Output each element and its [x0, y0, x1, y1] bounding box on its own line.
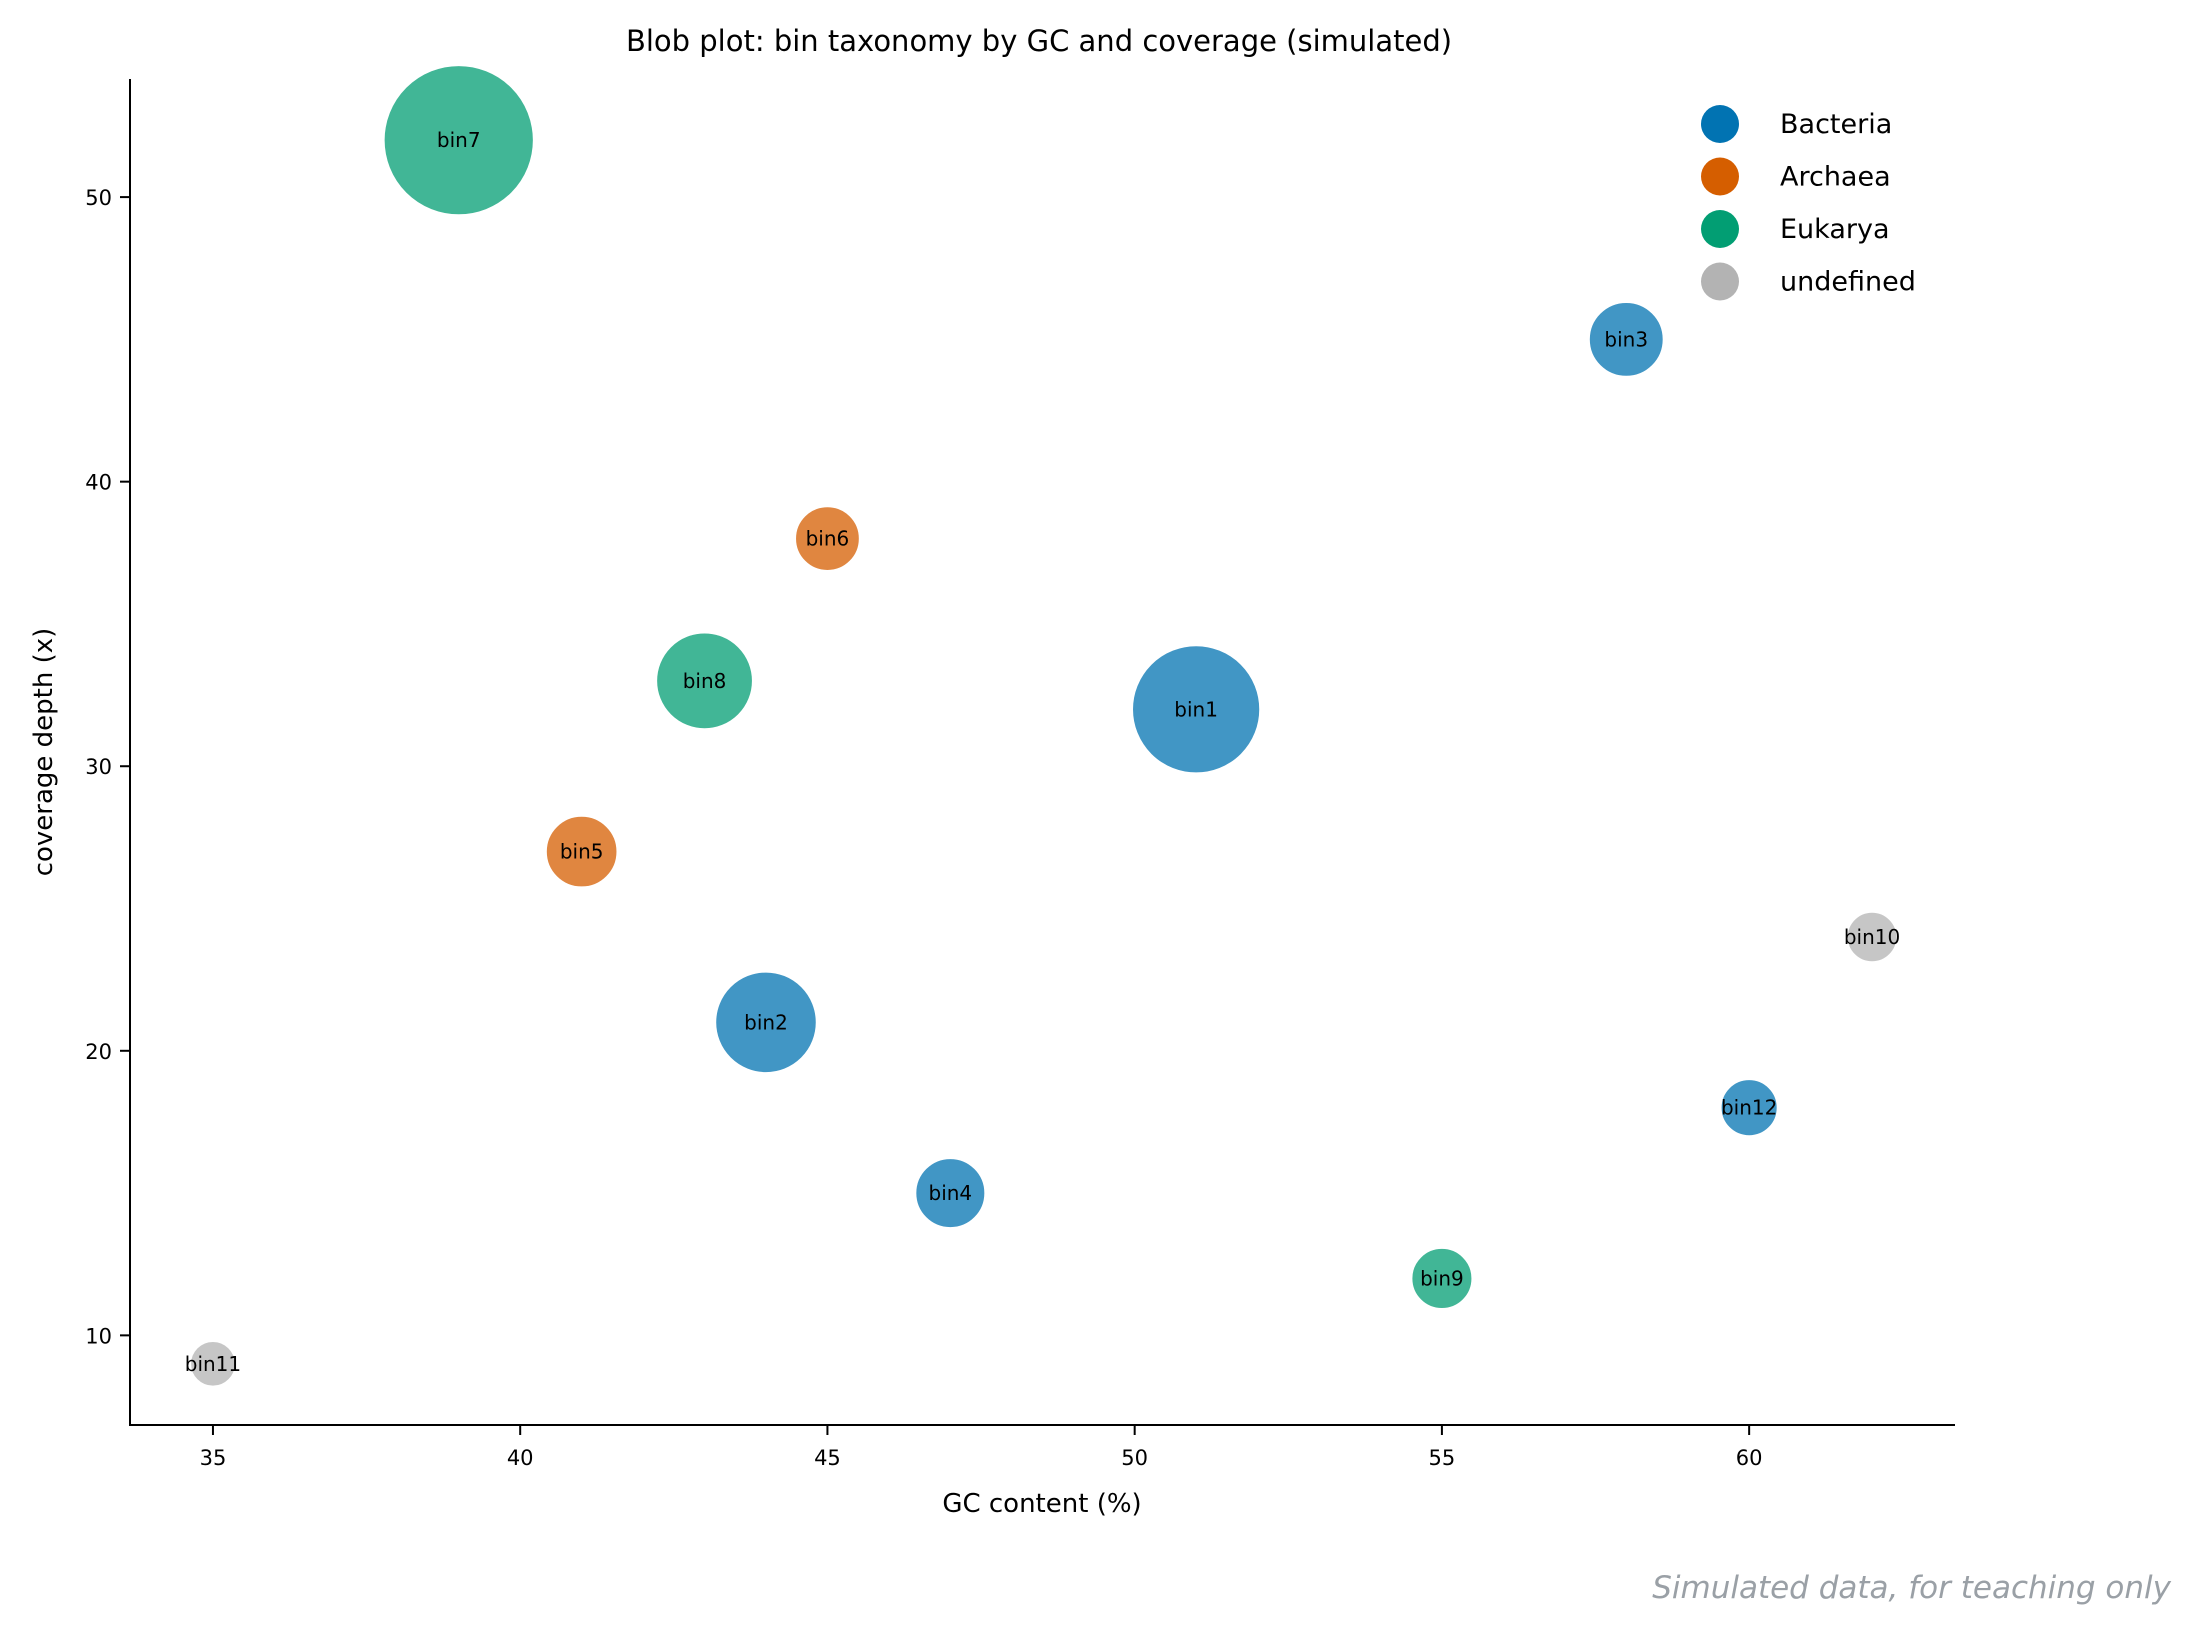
x-tick-label: 40	[507, 1446, 534, 1470]
legend-label-undefined: undefined	[1780, 267, 1916, 298]
bubble-label-bin12: bin12	[1721, 1096, 1777, 1120]
bubble-label-bin1: bin1	[1174, 697, 1218, 721]
y-axis-ticks: 10 20 30 40 50	[85, 186, 130, 1348]
bubble-bin8	[654, 630, 755, 731]
bubble-label-bin6: bin6	[806, 527, 850, 551]
y-tick-label: 50	[85, 186, 112, 210]
y-tick-label: 20	[85, 1040, 112, 1064]
bubble-label-bin3: bin3	[1604, 327, 1648, 351]
x-tick-label: 35	[200, 1446, 227, 1470]
axes	[129, 79, 1955, 1426]
x-tick-label: 60	[1736, 1446, 1763, 1470]
chart-title: Blob plot: bin taxonomy by GC and covera…	[626, 24, 1452, 58]
legend-marker-archaea	[1701, 157, 1739, 196]
bubble-bin1	[1130, 643, 1262, 775]
bubble-bin6	[793, 504, 862, 573]
y-tick-label: 10	[85, 1324, 112, 1348]
legend-marker-bacteria	[1701, 105, 1739, 143]
legend-label-bacteria: Bacteria	[1780, 109, 1892, 140]
x-tick-label: 50	[1121, 1446, 1148, 1470]
x-axis-ticks: 35 40 45 50 55 60	[200, 1425, 1763, 1470]
bubble-label-bin10: bin10	[1844, 925, 1900, 949]
legend-marker-undefined	[1701, 262, 1739, 301]
y-tick-label: 30	[85, 755, 112, 779]
legend-label-archaea: Archaea	[1780, 162, 1891, 193]
bubble-bin4	[913, 1156, 987, 1230]
bubble-label-bin8: bin8	[683, 669, 727, 693]
bubble-bin9	[1409, 1246, 1474, 1311]
bubble-label-bin7: bin7	[437, 128, 481, 152]
y-axis-label: coverage depth (x)	[29, 628, 59, 877]
x-tick-label: 45	[814, 1446, 841, 1470]
bubble-label-bin11: bin11	[185, 1352, 241, 1376]
legend-label-eukarya: Eukarya	[1780, 214, 1890, 245]
bubble-label-bin4: bin4	[929, 1181, 973, 1205]
x-tick-label: 55	[1429, 1446, 1456, 1470]
bubble-bin11	[188, 1339, 238, 1389]
bubble-bin7	[382, 63, 536, 217]
bubble-label-bin2: bin2	[744, 1010, 788, 1034]
x-axis-label: GC content (%)	[942, 1489, 1141, 1519]
bubble-label-bin5: bin5	[560, 840, 604, 864]
bubble-bin5	[544, 814, 619, 889]
bubble-bin2	[713, 970, 819, 1075]
footnote: Simulated data, for teaching only	[1652, 1570, 2171, 1606]
bubble-bin10	[1845, 910, 1899, 964]
legend: Bacteria Archaea Eukarya undefined	[1701, 105, 1916, 301]
plot-area: bin7 bin1 bin2 bin8 bin3 bin5 bin4 bin6 bin9 bin1…	[185, 63, 1900, 1389]
y-tick-label: 40	[85, 471, 112, 495]
bubble-label-bin9: bin9	[1420, 1266, 1464, 1290]
legend-marker-eukarya	[1701, 210, 1739, 248]
bubble-bin3	[1587, 300, 1666, 379]
bubble-bin12	[1719, 1077, 1780, 1138]
